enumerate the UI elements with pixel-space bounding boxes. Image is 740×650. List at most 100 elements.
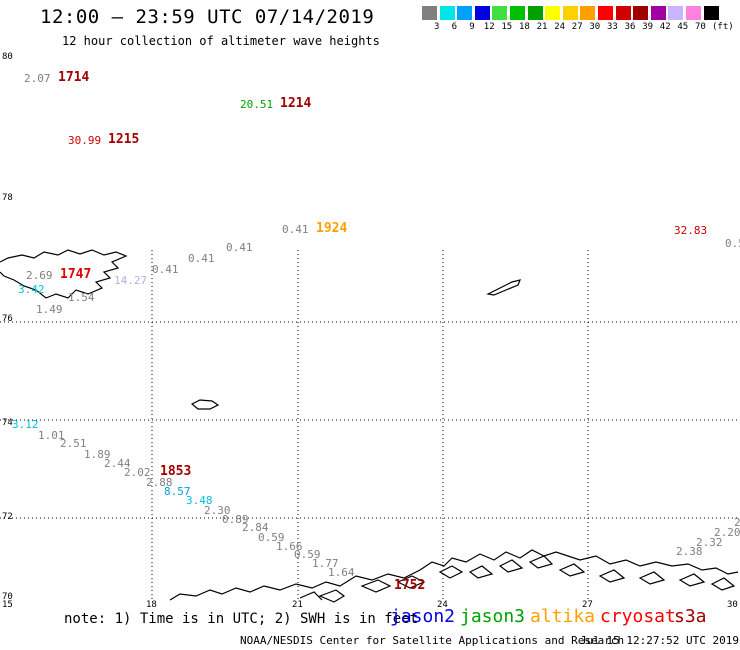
swh-observation: 0.41: [152, 263, 179, 276]
legend-altika: altika: [530, 606, 596, 627]
swh-observation: 2.02: [124, 466, 151, 479]
footer-credit: NOAA/NESDIS Center for Satellite Applica…: [240, 634, 625, 647]
pass-time-label: 1752: [394, 578, 426, 593]
colorbar-tick-label: 45: [677, 22, 689, 32]
norway-coast: [169, 549, 739, 601]
swh-observation: 0.5: [725, 237, 740, 250]
swh-observation: 1.89: [84, 448, 111, 461]
colorbar-swatch: [422, 6, 437, 20]
colorbar-tick-label: 27: [571, 22, 583, 32]
swh-observation: 1.64: [328, 566, 355, 579]
lat-label-74: 74: [2, 418, 13, 428]
legend-cryosat: cryosat: [600, 606, 676, 627]
colorbar-swatch: [439, 6, 455, 20]
swh-observation: 32.83: [674, 224, 708, 237]
swh-observation: 8.57: [164, 485, 191, 498]
colorbar-tick-label: 12: [483, 22, 495, 32]
lon-label-24: 24: [437, 600, 448, 610]
bear-island-coast: [190, 399, 220, 410]
swh-observation: 0.41: [226, 241, 253, 254]
lat-label-70: 70: [2, 592, 13, 602]
swh-observation: 2.69: [26, 269, 53, 282]
map-subtitle: 12 hour collection of altimeter wave hei…: [62, 34, 380, 48]
lon-label-27: 27: [582, 600, 593, 610]
colorbar-swatch: [650, 6, 666, 20]
colorbar-swatch: [598, 6, 613, 20]
pass-time-label: 1747: [60, 267, 92, 282]
colorbar-tick-label: 6: [451, 22, 458, 32]
swh-observation: 0.89: [222, 513, 249, 526]
colorbar-tick-label: 39: [642, 22, 654, 32]
colorbar-swatch: [457, 6, 473, 20]
swh-observation: 2.07: [24, 72, 51, 85]
colorbar-swatch: [510, 6, 525, 20]
colorbar-tick-label: 21: [536, 22, 548, 32]
lat-label-72: 72: [2, 512, 13, 522]
swh-observation: 20.51: [240, 98, 274, 111]
colorbar-tick-label: 42: [659, 22, 671, 32]
swh-observation: 2.88: [146, 476, 173, 489]
swh-observation: 1.49: [36, 303, 63, 316]
pass-time-label: 1214: [280, 96, 312, 111]
swh-observation: 0.59: [258, 531, 285, 544]
colorbar-tick-label: 3: [434, 22, 440, 32]
lat-label-76: 76: [2, 314, 13, 324]
colorbar-swatch: [686, 6, 701, 20]
colorbar-swatch: [668, 6, 684, 20]
colorbar-swatch: [545, 6, 561, 20]
colorbar-swatch: [492, 6, 508, 20]
footer-timestamp: Jul 15 12:27:52 UTC 2019: [580, 634, 739, 647]
swh-observation: 0.41: [188, 252, 215, 265]
pass-time-label: 1853: [160, 464, 192, 479]
lat-label-80: 80: [2, 52, 13, 62]
pass-time-label: 1924: [316, 221, 348, 236]
svalbard-coast: [0, 249, 128, 299]
legend-s3a: s3a: [674, 606, 707, 627]
colorbar-tick-label: 18: [519, 22, 530, 32]
colorbar-swatch: [474, 6, 490, 20]
colorbar-tick-label: 9: [469, 22, 475, 32]
swh-observation: 3.42: [18, 283, 45, 296]
swh-observation: 30.99: [68, 134, 102, 147]
swh-observation: 2.20: [714, 526, 740, 539]
swh-observation: 2.32: [696, 536, 723, 549]
colorbar-tick-label: 30: [589, 22, 601, 32]
colorbar-tick-label: 33: [607, 22, 618, 32]
colorbar-swatch: [703, 6, 719, 20]
lat-label-78: 78: [2, 193, 13, 203]
pass-time-label: 1714: [58, 70, 90, 85]
legend-jason3: jason3: [460, 606, 526, 627]
lon-label-18: 18: [146, 600, 157, 610]
swh-observation: 0.59: [294, 548, 321, 561]
grid-lines: [0, 250, 740, 600]
swh-observation: 3.48: [186, 494, 213, 507]
swh-observation: 14.27: [114, 274, 148, 287]
footer-note: note: 1) Time is in UTC; 2) SWH is in fe…: [64, 611, 419, 627]
colorbar-swatch: [562, 6, 578, 20]
pass-time-label: 1215: [108, 132, 140, 147]
swh-observation: 2.44: [104, 457, 131, 470]
swh-observation: 1.77: [312, 557, 339, 570]
map-title: 12:00 – 23:59 UTC 07/14/2019: [40, 6, 375, 28]
colorbar-tick-label: 36: [624, 22, 636, 32]
swh-observation: 2: [734, 516, 740, 529]
swh-observation: 2.38: [676, 545, 703, 558]
colorbar-swatch: [527, 6, 543, 20]
swh-observation: 1.54: [68, 291, 95, 304]
swh-observation: 2.30: [204, 504, 231, 517]
swh-observation: 2.51: [60, 437, 87, 450]
swh-observation: 2.84: [242, 521, 269, 534]
legend-jason2: jason2: [390, 606, 456, 627]
coastlines: [0, 249, 739, 603]
colorbar-tick-label: 24: [554, 22, 566, 32]
swh-observation: 1.01: [38, 429, 65, 442]
lon-label-30: 30: [727, 600, 738, 610]
colorbar-tick-label: 15: [501, 22, 513, 32]
swh-observation: 1.66: [276, 540, 303, 553]
lon-label-15: 15: [2, 600, 13, 610]
swh-observation: 3.12: [12, 418, 39, 431]
colorbar-swatch: [615, 6, 631, 20]
colorbar-unit-label: (ft): [712, 22, 734, 32]
lon-label-21: 21: [292, 600, 303, 610]
